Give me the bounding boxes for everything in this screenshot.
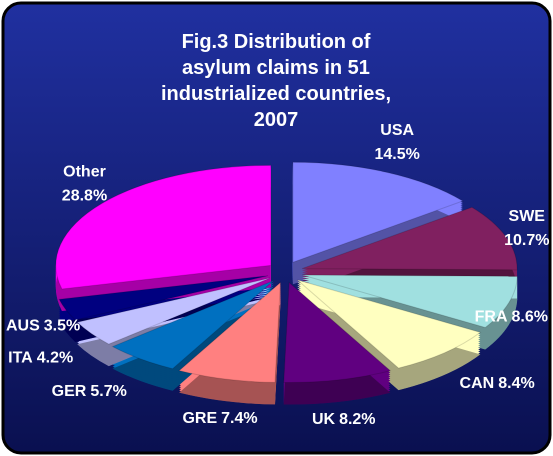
slice-label: ITA 4.2% — [8, 349, 73, 366]
value-label: 8.4% — [498, 375, 534, 392]
slice-label: AUS 3.5% — [6, 318, 80, 335]
slice — [292, 161, 464, 264]
category-label: SWE — [509, 208, 546, 225]
slice — [296, 279, 482, 369]
value-label: 4.2% — [37, 349, 73, 366]
slice — [76, 277, 271, 345]
slice-label: GER 5.7% — [52, 383, 127, 400]
value-label: 5.7% — [90, 383, 126, 400]
category-label: UK — [312, 411, 336, 428]
value-label: 3.5% — [44, 318, 80, 335]
category-label: ITA — [8, 349, 33, 366]
slice-label: CAN 8.4% — [460, 375, 535, 392]
slice — [55, 164, 272, 290]
value-label: 28.8% — [62, 188, 107, 205]
slice — [301, 206, 518, 271]
value-label: 8.2% — [339, 411, 375, 428]
value-label: 14.5% — [374, 146, 419, 163]
labels: USA 14.5% SWE 10.7% FRA 8.6% CAN 8.4% UK 8.2% GRE 7… — [6, 122, 549, 428]
slice — [111, 280, 275, 370]
category-label: AUS — [6, 318, 40, 335]
slice — [283, 281, 392, 383]
slice — [58, 275, 269, 321]
slice-label: FRA 8.6% — [475, 308, 548, 325]
slice-label: GRE 7.4% — [182, 410, 257, 427]
value-label: 10.7% — [504, 232, 549, 249]
category-label: FRA — [475, 308, 508, 325]
slice — [302, 274, 518, 329]
chart-title: Fig.3 Distribution of asylum claims in 51… — [161, 31, 391, 131]
slice-label: UK 8.2% — [312, 411, 376, 428]
category-label: GER — [52, 383, 87, 400]
slice — [178, 281, 281, 383]
category-label: USA — [380, 122, 414, 139]
category-label: Other — [63, 164, 106, 181]
value-label: 8.6% — [512, 308, 548, 325]
category-label: GRE — [182, 410, 217, 427]
value-label: 7.4% — [221, 410, 257, 427]
slices — [55, 161, 518, 383]
category-label: CAN — [460, 375, 495, 392]
